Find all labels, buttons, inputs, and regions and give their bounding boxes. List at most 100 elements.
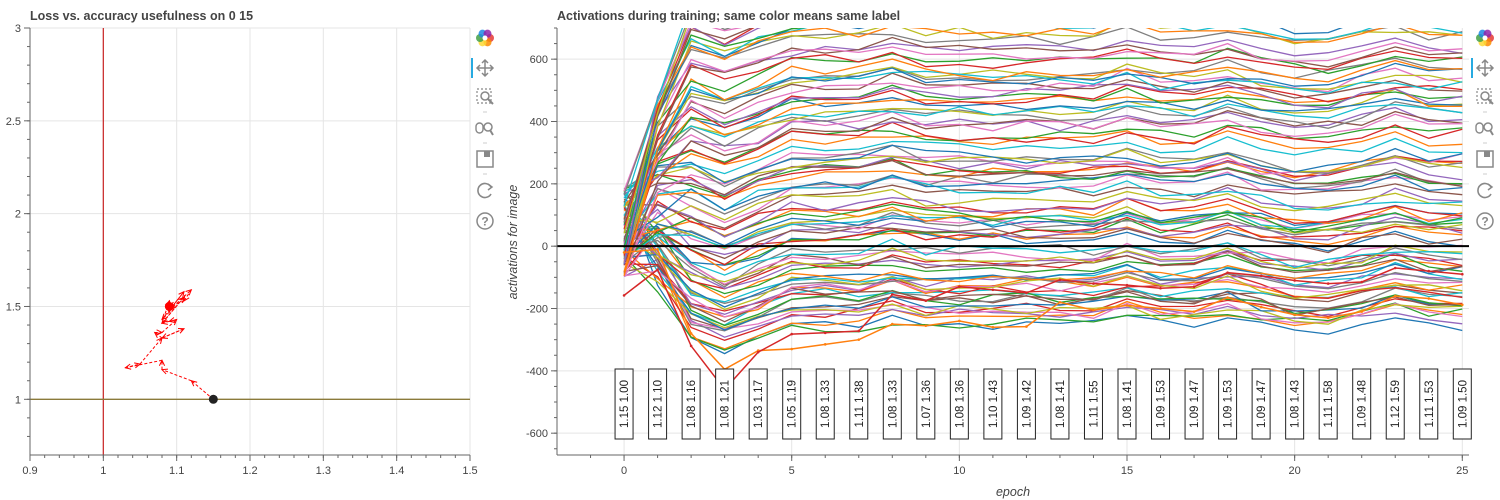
- x-axis-label: epoch: [996, 485, 1030, 499]
- trajectory-segment: [168, 291, 185, 311]
- reset-icon[interactable]: [477, 182, 494, 199]
- activation-series-line: [623, 106, 1463, 195]
- epoch-label-frame: [916, 368, 936, 440]
- epoch-label-text: 1.09 1.48: [1357, 380, 1369, 428]
- activation-series-line: [623, 209, 1463, 299]
- wheel-zoom-icon[interactable]: [1475, 122, 1494, 136]
- right-x-tick-label: 15: [1121, 465, 1133, 477]
- lens-glyph: [480, 91, 490, 101]
- epoch-label-text: 1.08 1.33: [887, 380, 899, 428]
- epoch-label-box: 1.08 1.21: [715, 368, 735, 440]
- epoch-label-frame: [1352, 368, 1372, 440]
- highlighted-series-point: [1326, 316, 1330, 320]
- activation-series-line: [623, 110, 1463, 273]
- activation-series-line: [623, 84, 1463, 243]
- pan-icon[interactable]: [1471, 58, 1495, 78]
- bokeh-logo-icon: [1476, 29, 1494, 47]
- highlighted-series-point: [857, 338, 861, 341]
- highlighted-series-line-0: [624, 248, 1463, 371]
- save-icon[interactable]: [476, 150, 494, 168]
- activation-series-line: [623, 228, 1463, 290]
- epoch-label-text: 1.12 1.10: [653, 380, 665, 428]
- highlighted-series-point: [1427, 297, 1431, 300]
- epoch-label-frame: [1385, 368, 1405, 440]
- left-x-tick-label: 0.9: [22, 465, 37, 477]
- epoch-label-text: 1.11 1.38: [854, 380, 866, 427]
- highlighted-series-point: [1427, 269, 1431, 273]
- epoch-label-box: 1.09 1.47: [1184, 368, 1204, 440]
- epoch-label-box: 1.09 1.47: [1251, 368, 1271, 440]
- epoch-label-text: 1.08 1.33: [820, 380, 832, 428]
- pan-icon[interactable]: [471, 58, 495, 78]
- wheel-zoom-icon[interactable]: [475, 122, 494, 136]
- left-axes: 0.9 1 1.1 1.2 1.3 1.4 1.5 1 1.5 2 2.5 3: [6, 23, 478, 477]
- mouse-glyph: [475, 122, 484, 134]
- trajectory-segment: [161, 328, 185, 339]
- activation-series-line: [623, 70, 1463, 199]
- epoch-label-frame: [1083, 368, 1103, 440]
- save-icon[interactable]: [1476, 150, 1494, 168]
- activation-series-line: [623, 173, 1463, 240]
- reset-icon[interactable]: [1477, 182, 1494, 199]
- left-x-tick-label: 1.5: [462, 465, 477, 477]
- epoch-labels: 1.15 1.00 1.12 1.10 1.08 1.16 1.08 1.21 1.03…: [614, 368, 1472, 440]
- epoch-label-frame: [1117, 368, 1137, 440]
- left-x-tick-label: 1.2: [242, 465, 257, 477]
- highlighted-series-point: [1092, 282, 1095, 285]
- activation-series-line: [623, 159, 1463, 201]
- activation-series-line: [623, 103, 1463, 217]
- trajectory-segment: [169, 300, 185, 307]
- activation-series-line: [623, 144, 1463, 254]
- activation-series-line: [623, 67, 1463, 233]
- epoch-label-box: 1.11 1.53: [1419, 368, 1439, 440]
- highlighted-series-line-1: [623, 267, 1463, 391]
- epoch-label-box: 1.11 1.55: [1083, 368, 1103, 440]
- help-mark: ?: [481, 215, 488, 229]
- activation-series-line: [623, 48, 1463, 256]
- activation-series-line: [623, 111, 1463, 227]
- epoch-label-text: 1.11 1.53: [1424, 380, 1436, 427]
- right-y-tick-label: -600: [526, 428, 548, 440]
- left-y-tick-label: 2: [15, 209, 21, 221]
- reset-arc: [477, 182, 492, 199]
- reset-arrow: [487, 183, 494, 191]
- highlighted-series-point: [1393, 266, 1397, 270]
- activation-series-line: [623, 36, 1463, 240]
- help-icon[interactable]: ?: [1476, 212, 1494, 230]
- activation-series-line: [623, 130, 1463, 206]
- help-icon[interactable]: ?: [476, 212, 494, 230]
- left-plot[interactable]: Loss vs. accuracy usefulness on 0 15 0.9…: [6, 9, 478, 477]
- trajectory-segment: [139, 337, 163, 365]
- epoch-label-box: 1.08 1.36: [949, 368, 969, 440]
- epoch-label-frame: [748, 368, 768, 440]
- highlighted-series-point: [790, 332, 794, 336]
- activation-series-line: [623, 226, 1463, 260]
- handle-glyph: [487, 98, 494, 105]
- trajectory-segment: [161, 319, 177, 333]
- epoch-label-box: 1.08 1.43: [1285, 368, 1305, 440]
- box-zoom-icon[interactable]: [1476, 88, 1494, 105]
- highlighted-series-point: [689, 332, 693, 335]
- highlighted-series-point: [924, 299, 928, 303]
- highlighted-series-point: [656, 268, 659, 271]
- activation-series-line: [624, 253, 1463, 330]
- epoch-label-frame: [1151, 368, 1171, 440]
- epoch-label-box: 1.08 1.16: [681, 368, 701, 440]
- right-x-tick-label: 25: [1456, 465, 1468, 477]
- epoch-label-box: 1.07 1.36: [916, 368, 936, 440]
- highlighted-series-point: [991, 288, 995, 292]
- help-circle: [1476, 212, 1494, 230]
- epoch-label-box: 1.09 1.53: [1218, 368, 1238, 440]
- activation-series-line: [623, 148, 1463, 208]
- epoch-label-box: 1.08 1.33: [882, 368, 902, 440]
- epoch-label-frame: [681, 368, 701, 440]
- epoch-label-frame: [1318, 368, 1338, 440]
- right-plot[interactable]: Activations during training; same color …: [506, 0, 1472, 499]
- epoch-label-text: 1.08 1.41: [1055, 380, 1067, 428]
- y-axis-label: activations for image: [506, 185, 520, 300]
- epoch-label-frame: [648, 368, 668, 440]
- right-y-tick-label: -200: [526, 304, 548, 316]
- activation-series-line: [623, 258, 1463, 338]
- right-y-tick-label: 200: [530, 179, 548, 191]
- box-zoom-icon[interactable]: [476, 88, 494, 105]
